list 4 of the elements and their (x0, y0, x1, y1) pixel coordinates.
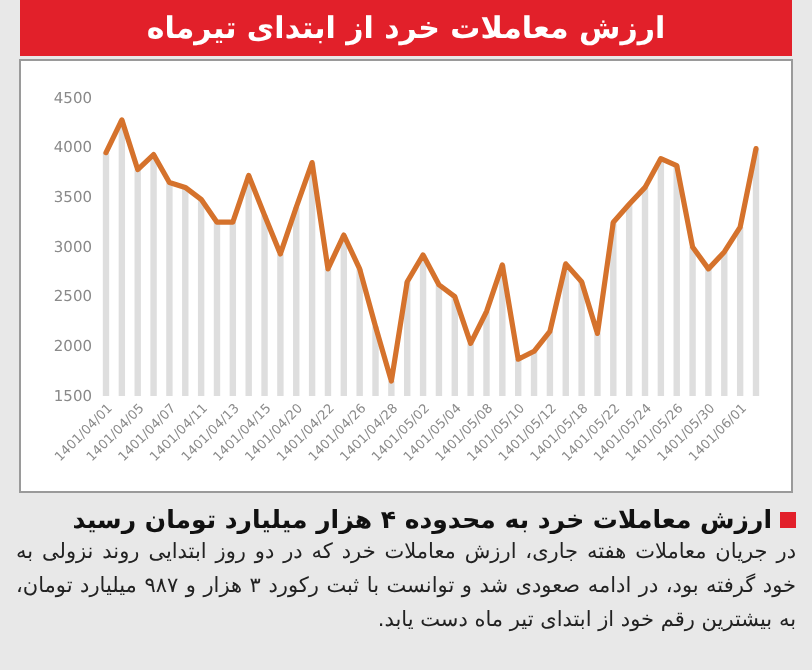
text: ارزش معاملات خرد به محدوده ۴ هزار میلیارد تومان رسید (70, 502, 774, 536)
line-series (103, 117, 759, 384)
chart-title: ارزش معاملات خرد از ابتدای تیرماه (20, 0, 792, 56)
text: در جریان معاملات هفته جاری، ارزش معاملات خرد که در دو روز ابتدایی روند نزولی به خود گرفته بود، در ادامه صعودی شد و توانست با ثبت رکورد ۳ هزار و ۹۸۷ میلیارد تومان، به بیشترین رقم خود از ابتدای تیر ماه دست یابد. (16, 538, 797, 636)
